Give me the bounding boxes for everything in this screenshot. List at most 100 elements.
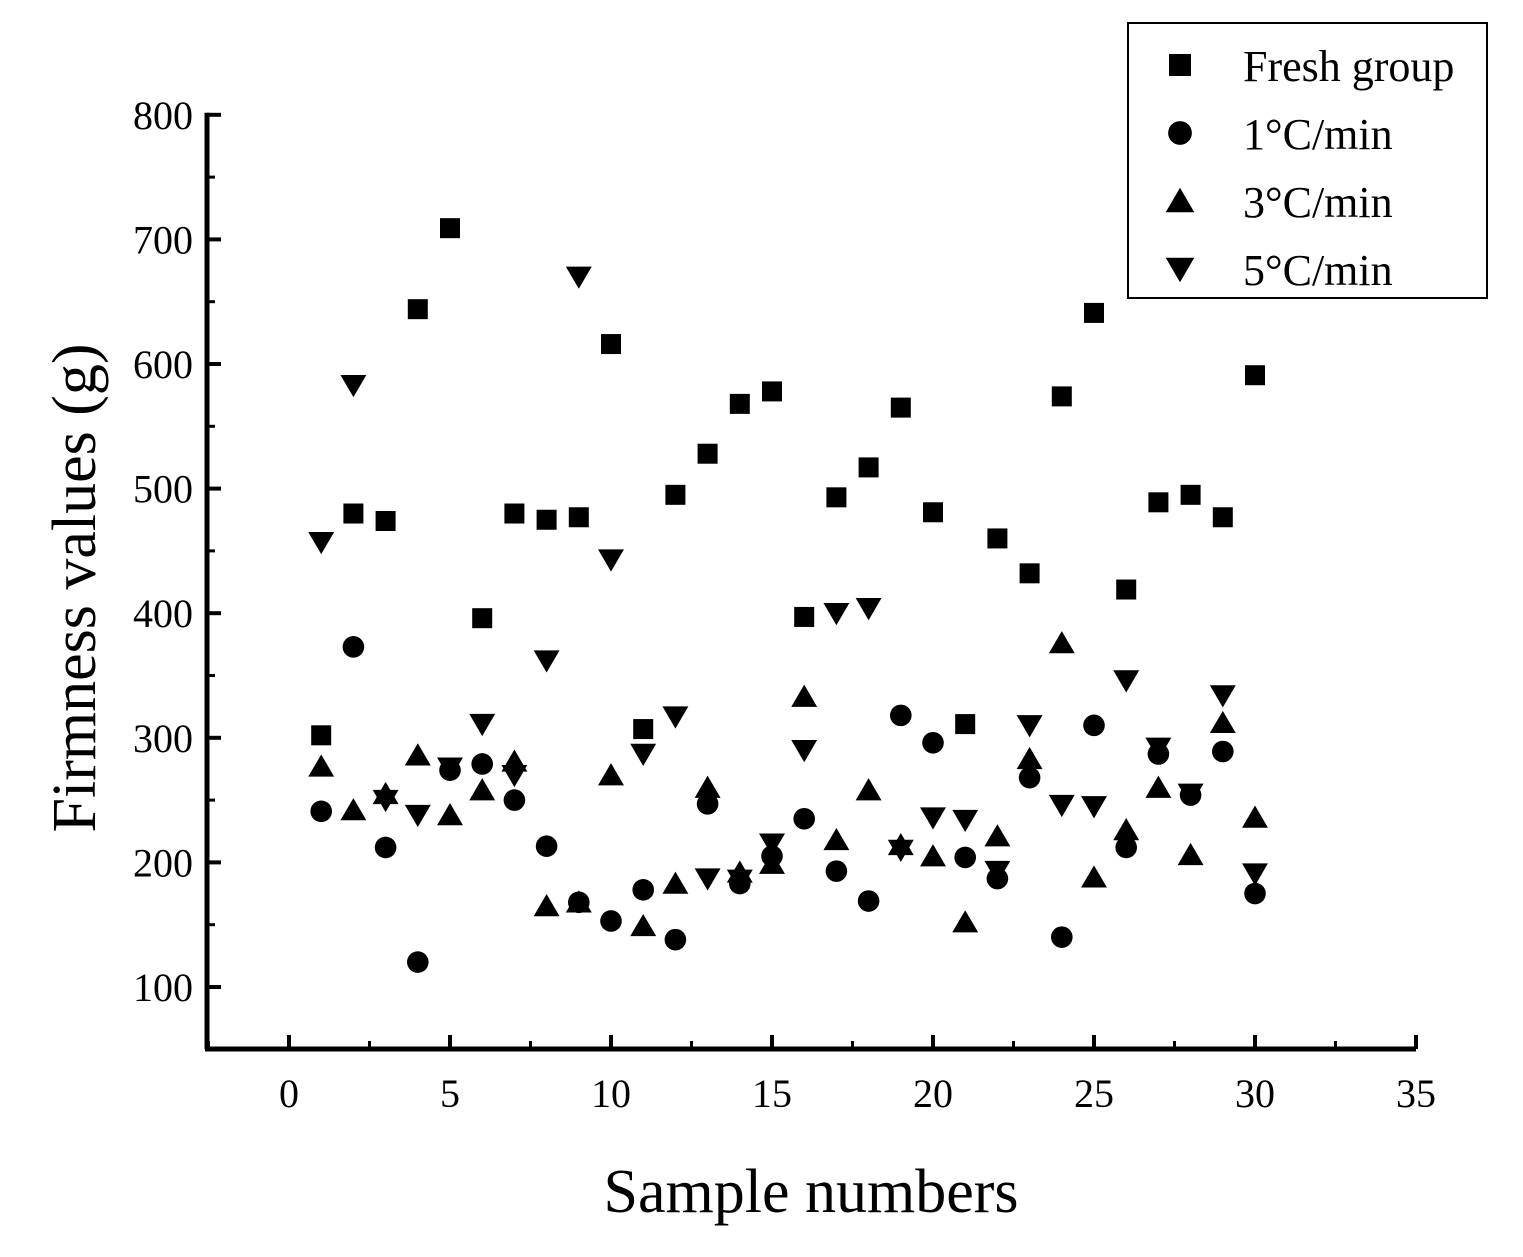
data-point	[1212, 507, 1233, 528]
data-point	[664, 928, 687, 951]
data-point	[598, 763, 624, 786]
data-point	[890, 397, 911, 418]
data-point	[1051, 386, 1072, 407]
data-point	[987, 528, 1008, 549]
series-3	[308, 266, 1268, 892]
data-point	[952, 910, 979, 933]
data-point	[694, 775, 721, 798]
data-point	[472, 608, 493, 629]
data-point	[407, 951, 429, 973]
data-point	[1113, 670, 1140, 693]
data-point	[404, 804, 431, 828]
data-point	[342, 636, 365, 658]
data-point	[469, 713, 496, 737]
data-point	[922, 731, 944, 754]
data-point	[565, 890, 592, 913]
data-point	[501, 764, 528, 788]
data-point	[791, 684, 818, 707]
data-point	[984, 824, 1011, 847]
data-point	[308, 531, 335, 555]
data-point	[887, 839, 914, 862]
data-point	[826, 487, 847, 508]
data-point	[437, 803, 463, 826]
data-point	[955, 714, 976, 735]
data-point	[343, 503, 364, 524]
data-point	[1115, 836, 1137, 859]
y-tick-label: 500	[133, 467, 193, 512]
data-point	[729, 393, 750, 414]
y-tick-label: 700	[133, 217, 193, 262]
data-point	[630, 913, 657, 937]
data-point	[1242, 805, 1268, 828]
legend-label: 3°C/min	[1243, 178, 1393, 227]
y-tick-label: 100	[133, 965, 193, 1010]
data-point	[601, 334, 621, 355]
data-point	[1081, 796, 1107, 819]
x-tick-label: 0	[279, 1071, 299, 1116]
data-point	[565, 266, 592, 289]
data-point	[923, 502, 943, 523]
y-tick-label: 800	[133, 93, 193, 138]
data-point	[503, 789, 526, 811]
data-point	[1209, 710, 1236, 734]
data-point	[662, 871, 689, 894]
data-point	[1116, 579, 1137, 600]
data-point	[633, 719, 654, 740]
y-tick-label: 600	[133, 342, 193, 387]
data-point	[759, 851, 785, 874]
data-point	[1244, 882, 1266, 905]
data-point	[726, 869, 753, 892]
data-point	[857, 890, 880, 912]
data-point	[759, 833, 785, 856]
legend-label: 1°C/min	[1243, 110, 1393, 159]
series-0	[311, 218, 1265, 746]
data-point	[504, 503, 525, 524]
data-point	[1048, 794, 1075, 818]
data-point	[1177, 842, 1204, 866]
data-point	[1209, 685, 1236, 708]
data-point	[440, 218, 460, 239]
data-point	[890, 704, 912, 727]
data-point	[793, 807, 815, 830]
data-point	[469, 778, 496, 801]
legend-label: 5°C/min	[1243, 246, 1393, 295]
data-point	[825, 860, 848, 882]
data-point	[437, 757, 463, 780]
series-1	[310, 636, 1266, 973]
data-point	[1177, 783, 1204, 806]
legend-marker	[1169, 54, 1191, 76]
data-point	[694, 868, 721, 891]
legend-marker	[1165, 187, 1195, 213]
x-tick-label: 5	[440, 1071, 460, 1116]
data-point	[1180, 484, 1201, 505]
data-point	[1081, 865, 1107, 888]
data-point	[858, 457, 879, 478]
data-point	[598, 549, 624, 572]
data-point	[1212, 740, 1234, 763]
legend-marker	[1165, 257, 1195, 283]
data-point	[1051, 926, 1073, 948]
data-point	[855, 778, 882, 801]
data-point	[372, 789, 399, 813]
data-point	[404, 743, 431, 766]
data-point	[1016, 715, 1043, 738]
data-point	[632, 879, 654, 901]
data-point	[855, 598, 882, 621]
data-point	[762, 381, 782, 402]
axes: 100 200 300 400 500 600 700 800 0 5 10 15 20 25 30 35	[133, 93, 1436, 1116]
data-point	[568, 507, 589, 528]
data-point	[665, 484, 686, 505]
x-tick-label: 15	[752, 1071, 792, 1116]
x-tick-label: 20	[913, 1071, 953, 1116]
x-axis-title: Sample numbers	[604, 1158, 1019, 1226]
data-point	[697, 443, 718, 464]
data-point	[954, 846, 976, 869]
data-point	[536, 509, 557, 530]
y-axis-title: Firmness values (g)	[41, 343, 109, 832]
data-point	[471, 753, 494, 775]
data-point	[1019, 563, 1040, 584]
data-point	[311, 725, 332, 746]
legend-marker	[1168, 121, 1192, 145]
y-tick-label: 200	[133, 840, 193, 885]
